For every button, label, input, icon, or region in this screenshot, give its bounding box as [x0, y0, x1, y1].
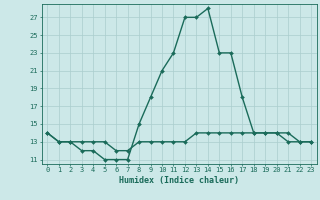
X-axis label: Humidex (Indice chaleur): Humidex (Indice chaleur): [119, 176, 239, 185]
